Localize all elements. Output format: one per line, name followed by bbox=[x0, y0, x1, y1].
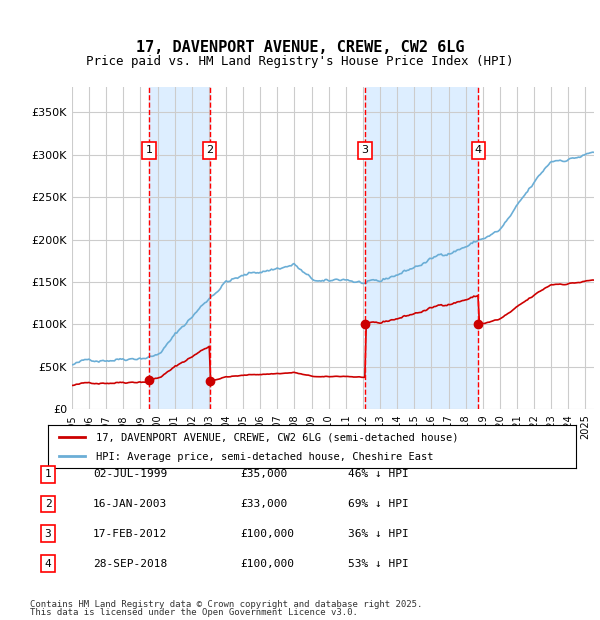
Text: 4: 4 bbox=[475, 146, 482, 156]
Text: HPI: Average price, semi-detached house, Cheshire East: HPI: Average price, semi-detached house,… bbox=[95, 452, 433, 462]
Text: This data is licensed under the Open Government Licence v3.0.: This data is licensed under the Open Gov… bbox=[30, 608, 358, 617]
Bar bbox=[365, 87, 478, 409]
Text: 17, DAVENPORT AVENUE, CREWE, CW2 6LG (semi-detached house): 17, DAVENPORT AVENUE, CREWE, CW2 6LG (se… bbox=[95, 433, 458, 443]
Text: 17-FEB-2012: 17-FEB-2012 bbox=[93, 529, 167, 539]
Text: 4: 4 bbox=[44, 559, 52, 569]
Text: 1: 1 bbox=[44, 469, 52, 479]
Text: 3: 3 bbox=[362, 146, 368, 156]
Text: 53% ↓ HPI: 53% ↓ HPI bbox=[348, 559, 409, 569]
Text: £35,000: £35,000 bbox=[240, 469, 287, 479]
Text: £100,000: £100,000 bbox=[240, 559, 294, 569]
Text: Price paid vs. HM Land Registry's House Price Index (HPI): Price paid vs. HM Land Registry's House … bbox=[86, 55, 514, 68]
Text: Contains HM Land Registry data © Crown copyright and database right 2025.: Contains HM Land Registry data © Crown c… bbox=[30, 600, 422, 609]
Text: 46% ↓ HPI: 46% ↓ HPI bbox=[348, 469, 409, 479]
Text: 17, DAVENPORT AVENUE, CREWE, CW2 6LG: 17, DAVENPORT AVENUE, CREWE, CW2 6LG bbox=[136, 40, 464, 55]
Text: £100,000: £100,000 bbox=[240, 529, 294, 539]
Text: 16-JAN-2003: 16-JAN-2003 bbox=[93, 499, 167, 509]
Text: 2: 2 bbox=[44, 499, 52, 509]
Text: 3: 3 bbox=[44, 529, 52, 539]
Text: 1: 1 bbox=[146, 146, 152, 156]
Text: 69% ↓ HPI: 69% ↓ HPI bbox=[348, 499, 409, 509]
Bar bbox=[149, 87, 209, 409]
Text: 02-JUL-1999: 02-JUL-1999 bbox=[93, 469, 167, 479]
Text: 36% ↓ HPI: 36% ↓ HPI bbox=[348, 529, 409, 539]
Text: £33,000: £33,000 bbox=[240, 499, 287, 509]
Text: 28-SEP-2018: 28-SEP-2018 bbox=[93, 559, 167, 569]
Text: 2: 2 bbox=[206, 146, 213, 156]
